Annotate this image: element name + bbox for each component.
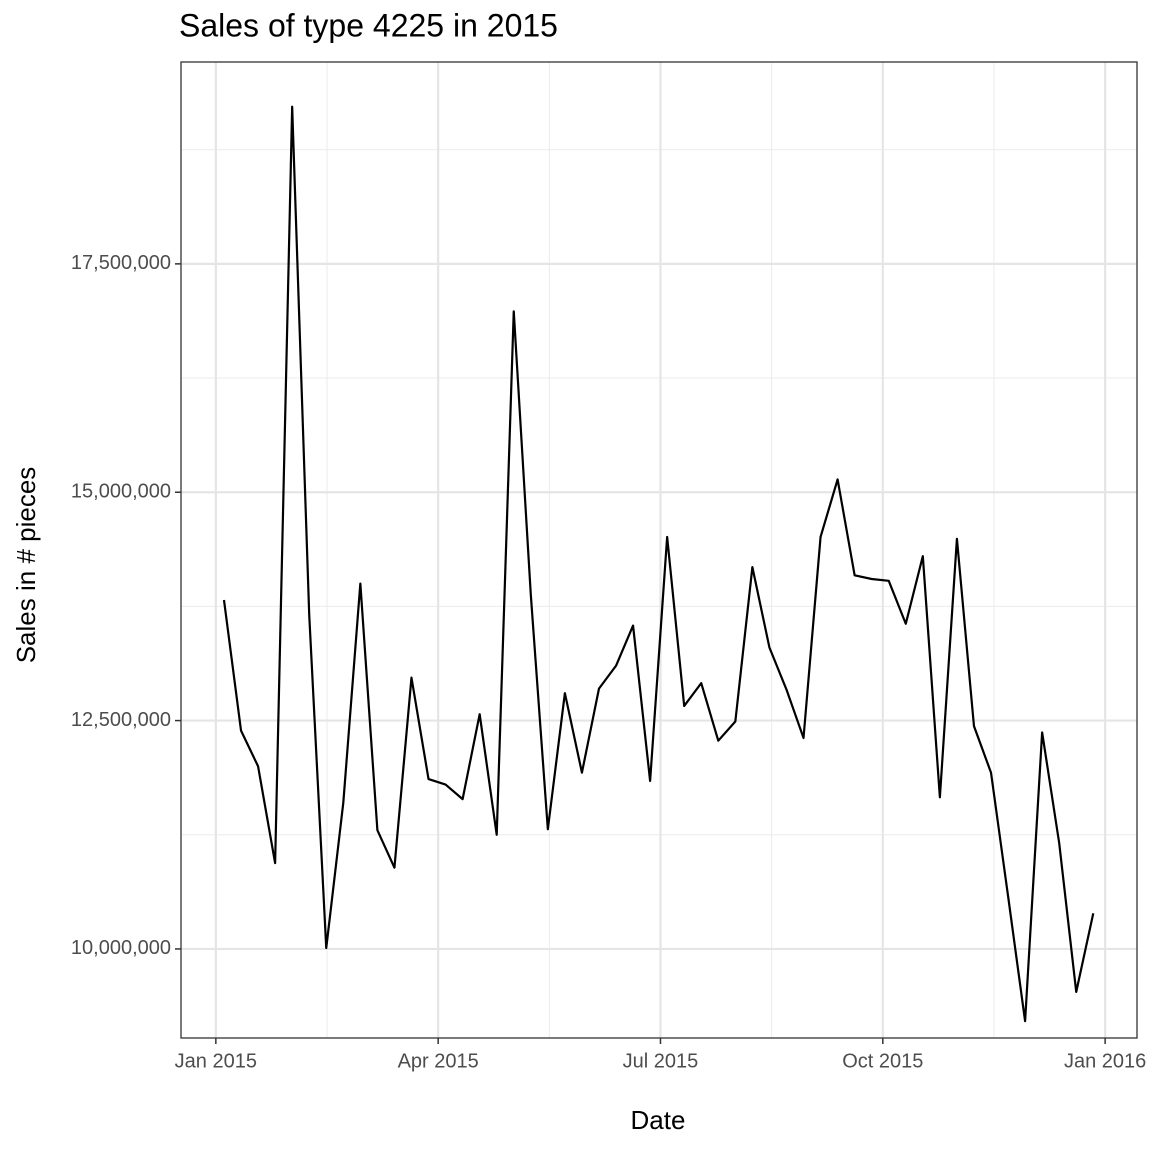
y-tick-label: 15,000,000 (71, 481, 171, 503)
y-tick-label: 12,500,000 (71, 709, 171, 731)
data-line (222, 105, 1095, 1023)
x-tick-label: Jul 2015 (623, 1050, 699, 1072)
panel-border (180, 61, 1138, 1039)
x-tick-label: Jan 2016 (1064, 1050, 1146, 1072)
chart-title: Sales of type 4225 in 2015 (179, 7, 558, 43)
y-tick-label: 17,500,000 (71, 252, 171, 274)
x-tick-label: Jan 2015 (175, 1050, 257, 1072)
y-axis-title: Sales in # pieces (11, 467, 41, 664)
x-axis-title: Date (631, 1105, 686, 1135)
x-tick-label: Oct 2015 (842, 1050, 923, 1072)
x-tick-label: Apr 2015 (398, 1050, 479, 1072)
y-tick-label: 10,000,000 (71, 937, 171, 959)
